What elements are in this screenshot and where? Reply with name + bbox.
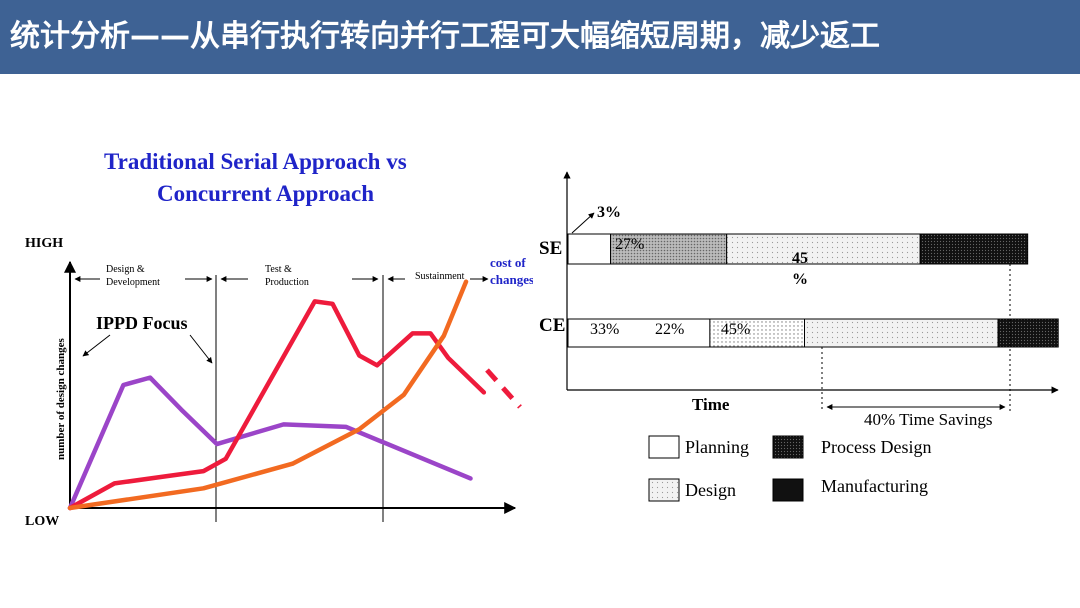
series-line-2 bbox=[67, 279, 469, 511]
bar-label-se-design: 27% bbox=[615, 236, 644, 253]
legend-swatch-manufacturing bbox=[772, 478, 804, 502]
bar-label-ce-design: 22% bbox=[655, 321, 684, 338]
slide-title: 统计分析——从串行执行转向并行工程可大幅缩短周期，减少返工 bbox=[10, 19, 880, 54]
series-line-1 bbox=[67, 299, 487, 511]
phase-label-test: Test & Production bbox=[265, 264, 309, 288]
category-label-se: SE bbox=[539, 238, 562, 259]
category-label-ce: CE bbox=[539, 315, 565, 336]
bar-segment-ce-1 bbox=[709, 318, 806, 348]
design-changes-chart: Traditional Serial Approach vs Concurren… bbox=[25, 149, 534, 529]
legend-swatch-planning bbox=[648, 435, 680, 459]
legend-label-manufacturing: Manufacturing bbox=[821, 476, 928, 496]
bar-segment-ce-2 bbox=[804, 318, 999, 348]
x-axis-label: Time bbox=[692, 395, 730, 414]
y-high-label: HIGH bbox=[25, 236, 63, 251]
se-vs-ce-chart: SE CE 3% 27% 45% 33% 22% 45% Time 40% Ti… bbox=[539, 171, 1059, 502]
red-dashed-tail bbox=[485, 368, 522, 409]
legend-swatch-process-design bbox=[772, 435, 804, 459]
bar-segment-ce-0 bbox=[567, 318, 711, 348]
phase-label-design: Design & Development bbox=[106, 264, 160, 288]
cost-of-changes-label: cost of changes bbox=[490, 255, 534, 287]
cost-label-clip: cost of changes bbox=[490, 255, 534, 287]
ippd-focus-label: IPPD Focus bbox=[96, 313, 188, 333]
bar-label-se-process: 45% bbox=[792, 250, 808, 288]
y-axis-label: number of design changes bbox=[55, 338, 67, 460]
bar-label-ce-process: 45% bbox=[721, 321, 750, 338]
bar-layer bbox=[567, 233, 1059, 348]
legend-label-design: Design bbox=[685, 480, 736, 500]
legend-swatch-design bbox=[648, 478, 680, 502]
bar-segment-se-3 bbox=[919, 233, 1029, 265]
bar-segment-se-2 bbox=[726, 233, 921, 265]
ippd-arrow-left bbox=[82, 334, 111, 357]
ippd-arrow-right bbox=[189, 334, 213, 364]
chart-title-line2: Concurrent Approach bbox=[157, 181, 374, 206]
bar-label-ce-planning: 33% bbox=[590, 321, 619, 338]
legend-label-planning: Planning bbox=[685, 437, 749, 457]
series-line-0 bbox=[67, 375, 473, 511]
bar-label-se-planning: 3% bbox=[597, 204, 621, 221]
series-layer bbox=[67, 279, 487, 511]
phase-label-sustainment: Sustainment bbox=[415, 271, 465, 282]
bar-segment-ce-3 bbox=[997, 318, 1059, 348]
pointer-arrow bbox=[571, 212, 595, 234]
savings-label: 40% Time Savings bbox=[864, 410, 992, 429]
legend: Planning Process Design Design Manufactu… bbox=[648, 435, 932, 502]
bar-segment-se-0 bbox=[567, 233, 612, 265]
title-bar: 统计分析——从串行执行转向并行工程可大幅缩短周期，减少返工 bbox=[0, 0, 1080, 74]
y-low-label: LOW bbox=[25, 514, 59, 529]
legend-label-process-design: Process Design bbox=[821, 437, 932, 457]
chart-title-line1: Traditional Serial Approach vs bbox=[104, 149, 407, 174]
